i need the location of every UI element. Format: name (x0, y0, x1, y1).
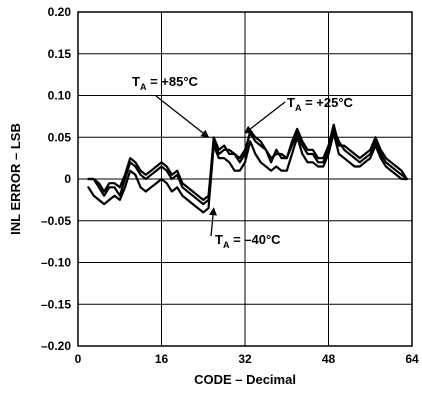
y-axis-label: INL ERROR – LSB (8, 123, 23, 235)
annotation-arrow-0 (155, 95, 210, 138)
y-tick-label: –0.15 (41, 297, 71, 311)
x-tick-label: 64 (405, 352, 419, 366)
series-line-2 (87, 132, 408, 214)
x-tick-label: 32 (238, 352, 252, 366)
y-tick-label: 0.20 (48, 5, 72, 19)
x-tick-label: 48 (322, 352, 336, 366)
y-tick-label: 0 (64, 172, 71, 186)
y-tick-label: –0.20 (41, 339, 71, 353)
x-tick-label: 0 (75, 352, 82, 366)
series-line-1 (87, 127, 408, 201)
annotation-arrow-1 (244, 101, 286, 134)
y-tick-labels: 0.20 0.15 0.10 0.05 0 –0.05 –0.10 –0.15 –0.20 (41, 5, 71, 353)
x-tick-labels: 0 16 32 48 64 (75, 352, 419, 366)
annotations-layer: TA = +85°C TA = +25°C TA = –40°C (132, 74, 354, 250)
plot-frame (77, 11, 413, 347)
y-tick-label: –0.10 (41, 256, 71, 270)
y-tick-label: –0.05 (41, 214, 71, 228)
y-tick-label: 0.05 (48, 130, 72, 144)
series-annotation-2: TA = –40°C (215, 232, 281, 250)
x-axis-label: CODE – Decimal (194, 372, 296, 387)
series-annotation-0: TA = +85°C (132, 74, 199, 92)
series-annotation-1: TA = +25°C (287, 95, 354, 113)
y-tick-label: 0.15 (48, 47, 72, 61)
y-tick-label: 0.10 (48, 89, 72, 103)
x-tick-label: 16 (155, 352, 169, 366)
annotation-arrow-2 (209, 207, 217, 237)
series-layer (87, 123, 408, 214)
